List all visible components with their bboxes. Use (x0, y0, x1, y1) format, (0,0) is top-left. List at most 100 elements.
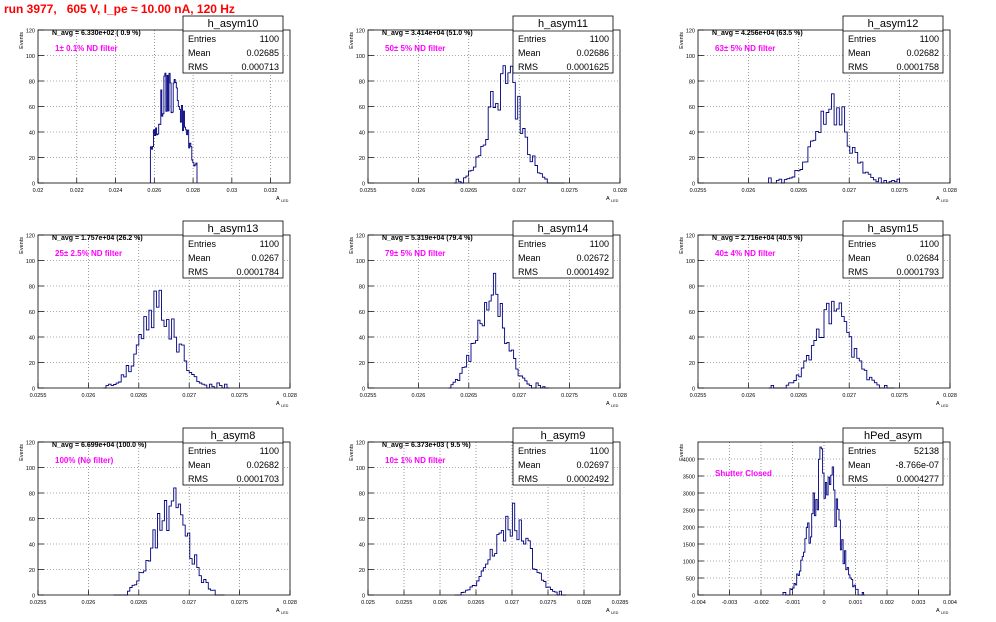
histogram-panel-h_asym9: 0 20 40 60 80 100 120 0.025 0.0255 0.026 0.0265 0.0… (349, 427, 628, 615)
stat-value: 1100 (590, 34, 609, 44)
y-tick-label: 100 (356, 466, 365, 472)
y-tick-label: 20 (689, 156, 695, 162)
stat-label: Entries (188, 34, 217, 44)
y-tick-label: 80 (29, 80, 35, 86)
y-tick-label: 100 (356, 259, 365, 265)
stat-label: RMS (518, 62, 538, 72)
stat-label: Mean (848, 48, 871, 58)
x-tick-label: 0.028 (283, 393, 297, 399)
x-tick-label: 0.026 (412, 393, 426, 399)
plot-frame (37, 234, 291, 389)
stat-label: Mean (518, 460, 541, 470)
stat-value: 52138 (914, 446, 939, 456)
x-axis-label-subscript: LED (281, 404, 289, 408)
y-axis-label: Events (679, 237, 685, 254)
stats-box (182, 427, 284, 486)
plot-frame (697, 234, 951, 389)
histogram-name: h_asym11 (538, 18, 588, 30)
y-tick-label: 20 (29, 156, 35, 162)
histogram-name: hPed_asym (864, 430, 922, 442)
x-tick-label: -0.001 (785, 600, 801, 606)
y-tick-label: 100 (686, 259, 695, 265)
stat-value: 1100 (920, 239, 939, 249)
x-tick-label: 0.028 (943, 188, 957, 194)
filter-label: 25± 2.5% ND filter (55, 249, 122, 258)
stats-box (182, 15, 284, 74)
y-axis-label: Events (349, 444, 355, 461)
stat-value: -8.766e-07 (895, 460, 939, 470)
y-tick-label: 0 (32, 387, 35, 393)
stat-value: 0.0002492 (566, 474, 609, 484)
x-tick-label: 0.0255 (690, 393, 707, 399)
stats-box (512, 15, 614, 74)
x-axis-label: A (276, 196, 280, 202)
x-axis-label-subscript: LED (941, 404, 949, 408)
y-tick-label: 80 (29, 285, 35, 291)
x-tick-label: 0.03 (226, 188, 237, 194)
x-tick-label: 0.032 (264, 188, 278, 194)
x-axis-label-subscript: LED (611, 404, 619, 408)
x-axis-label: A (276, 608, 280, 614)
stat-value: 0.02685 (246, 48, 279, 58)
x-tick-label: 0.028 (613, 188, 627, 194)
y-tick-label: 2500 (683, 509, 695, 515)
x-tick-label: 0.028 (577, 600, 591, 606)
y-tick-label: 40 (689, 336, 695, 342)
stat-value: 1100 (920, 34, 939, 44)
y-tick-label: 120 (356, 29, 365, 35)
y-axis-label: Events (349, 237, 355, 254)
stat-label: Mean (518, 253, 541, 263)
histogram-panel-h_asym15: 0 20 40 60 80 100 120 0.0255 0.026 0.0265 0.027 0.0… (679, 220, 957, 408)
x-tick-label: 0.0275 (891, 188, 908, 194)
y-tick-label: 0 (692, 387, 695, 393)
stat-value: 0.0001793 (896, 267, 939, 277)
filter-label: 10± 1% ND filter (385, 456, 445, 465)
x-tick-label: 0.0275 (561, 393, 578, 399)
stat-label: Mean (518, 48, 541, 58)
y-tick-label: 2000 (683, 526, 695, 532)
x-tick-label: 0.024 (109, 188, 123, 194)
y-tick-label: 120 (26, 234, 35, 240)
histogram-series (453, 65, 565, 184)
x-tick-label: 0.0275 (540, 600, 557, 606)
x-axis-label-subscript: LED (281, 199, 289, 203)
y-tick-label: 120 (686, 234, 695, 240)
y-axis-label: Events (19, 444, 25, 461)
x-tick-label: -0.003 (722, 600, 738, 606)
x-tick-label: 0.026 (742, 188, 756, 194)
stat-label: RMS (518, 474, 538, 484)
y-tick-label: 100 (686, 54, 695, 60)
x-tick-label: 0.027 (182, 600, 196, 606)
y-tick-label: 1500 (683, 543, 695, 549)
histogram-series (768, 300, 895, 389)
navg-label: N_avg = 3.414e+04 (51.0 %) (382, 30, 473, 37)
x-axis-label: A (276, 401, 280, 407)
y-tick-label: 20 (29, 568, 35, 574)
filter-label: Shutter Closed (715, 469, 772, 478)
y-tick-label: 80 (359, 80, 365, 86)
x-tick-label: 0.0265 (130, 600, 147, 606)
histogram-panel-h_asym11: 0 20 40 60 80 100 120 0.0255 0.026 0.0265 0.027 0.0… (349, 15, 627, 203)
x-tick-label: 0.002 (880, 600, 894, 606)
stat-value: 0.02672 (576, 253, 609, 263)
histogram-panel-h_asym14: 0 20 40 60 80 100 120 0.0255 0.026 0.0265 0.027 0.0… (349, 220, 627, 408)
stat-label: Entries (188, 446, 217, 456)
filter-label: 50± 5% ND filter (385, 44, 445, 53)
histogram-series (454, 502, 566, 596)
x-tick-label: 0.025 (361, 600, 375, 606)
stats-box (182, 220, 284, 279)
x-tick-label: 0.027 (842, 393, 856, 399)
plot-frame (37, 441, 291, 596)
x-tick-label: 0.0275 (561, 188, 578, 194)
y-tick-label: 40 (359, 336, 365, 342)
y-tick-label: 500 (686, 577, 695, 583)
histogram-series (782, 446, 865, 596)
y-axis-label: Events (19, 32, 25, 49)
stat-label: Entries (188, 239, 217, 249)
y-tick-label: 80 (29, 492, 35, 498)
x-tick-label: 0.027 (505, 600, 519, 606)
x-axis-label: A (606, 608, 610, 614)
stat-value: 1100 (260, 239, 279, 249)
navg-label: N_avg = 1.757e+04 (26.2 %) (52, 235, 143, 242)
